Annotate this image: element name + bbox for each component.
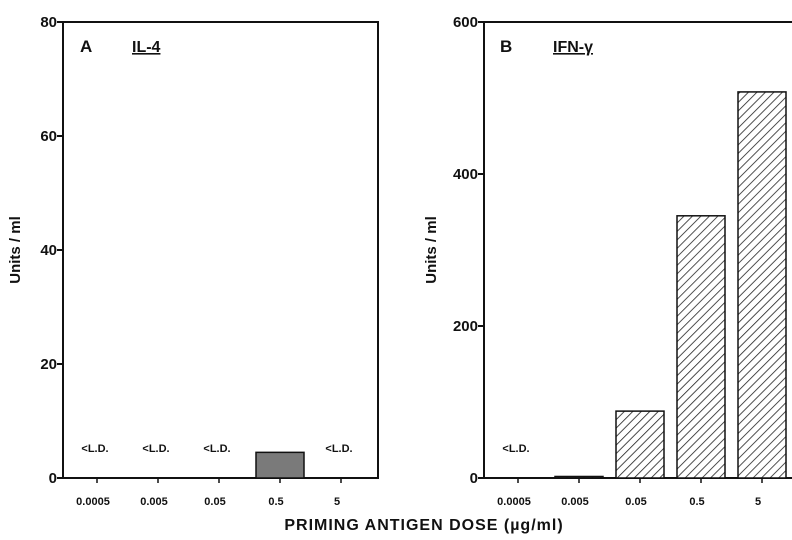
panel-a: 0 20 40 60 80 0.0005 <L.D. 0.005 <L.D. 0.05 <L.D. 0… bbox=[7, 14, 379, 508]
panel-b-bar bbox=[676, 215, 726, 479]
panel-a-x-tick-label: 5 bbox=[334, 496, 340, 508]
panel-a-ylabel: Units / ml bbox=[7, 216, 24, 284]
panel-b-marks: 0 200 400 600 0.0005 <L.D. 0.005 0.05 0.5 5 bbox=[453, 14, 787, 508]
panel-b-x-tick-label: 0.0005 bbox=[497, 496, 531, 508]
panel-a-title: IL-4 bbox=[132, 39, 161, 56]
panel-a-x-tick-label: 0.005 bbox=[140, 496, 168, 508]
panel-b-x-tick-label: 0.5 bbox=[689, 496, 704, 508]
panel-a-y-tick-label: 60 bbox=[40, 128, 57, 145]
panel-b-x-tick-label: 0.05 bbox=[625, 496, 646, 508]
panel-a-x-tick-label: 0.5 bbox=[268, 496, 283, 508]
panel-b-ylabel: Units / ml bbox=[423, 216, 440, 284]
panel-a-y-tick-label: 0 bbox=[49, 470, 57, 487]
panel-a-y-tick-label: 40 bbox=[40, 242, 57, 259]
panel-b-y-tick-label: 200 bbox=[453, 318, 478, 335]
panel-a-ld-annotation: <L.D. bbox=[325, 443, 352, 455]
panel-b-bar bbox=[737, 91, 787, 479]
panel-a-y-tick-label: 80 bbox=[40, 14, 57, 31]
panel-b-bar bbox=[554, 475, 604, 479]
panel-b: 0 200 400 600 0.0005 <L.D. 0.005 0.05 0.5 5 B IFN… bbox=[423, 14, 792, 508]
panel-a-marks: 0 20 40 60 80 0.0005 <L.D. 0.005 <L.D. 0.05 <L.D. 0… bbox=[40, 14, 352, 508]
panel-b-ld-annotation: <L.D. bbox=[502, 443, 529, 455]
panel-a-x-tick-label: 0.05 bbox=[204, 496, 225, 508]
panel-a-x-tick-label: 0.0005 bbox=[76, 496, 110, 508]
panel-b-y-tick-label: 400 bbox=[453, 166, 478, 183]
panel-a-y-tick-label: 20 bbox=[40, 356, 57, 373]
panel-b-x-tick-label: 5 bbox=[755, 496, 761, 508]
panel-b-y-tick-label: 0 bbox=[470, 470, 478, 487]
panel-b-bar bbox=[615, 410, 665, 479]
panel-b-x-tick-label: 0.005 bbox=[561, 496, 589, 508]
panel-a-ld-annotation: <L.D. bbox=[142, 443, 169, 455]
panel-b-letter: B bbox=[500, 37, 512, 56]
panel-a-ld-annotation: <L.D. bbox=[81, 443, 108, 455]
panel-b-y-tick-label: 600 bbox=[453, 14, 478, 31]
panel-a-frame bbox=[62, 21, 379, 479]
panel-a-letter: A bbox=[80, 37, 92, 56]
panel-a-ld-annotation: <L.D. bbox=[203, 443, 230, 455]
panel-a-bar bbox=[255, 451, 305, 479]
panel-b-title: IFN-γ bbox=[553, 39, 593, 56]
shared-x-axis-label: PRIMING ANTIGEN DOSE (µg/ml) bbox=[284, 517, 563, 534]
